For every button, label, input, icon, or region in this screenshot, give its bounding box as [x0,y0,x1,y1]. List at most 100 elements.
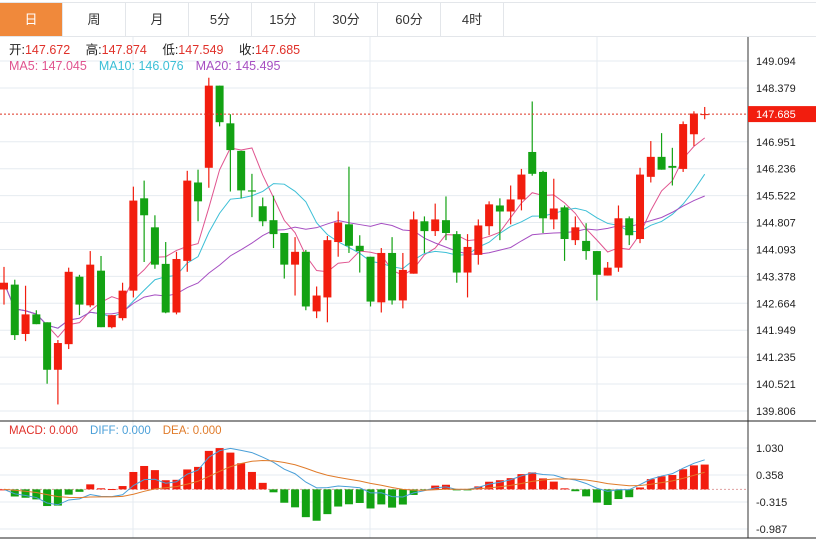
candle [204,77,213,188]
candle [86,251,95,308]
candle-body [528,151,537,174]
current-price-badge [748,106,816,123]
macd-tick-label: -0.987 [756,524,787,536]
candle-body [625,218,634,236]
candle-body [560,207,569,240]
candle-body [237,150,246,191]
tab-7[interactable]: 4时 [441,3,504,36]
candle-body [657,156,666,170]
candle [441,196,450,241]
candle-body [334,222,343,243]
macd-bar [258,482,267,490]
candle [603,262,612,276]
candle-body [441,220,450,233]
candle [528,101,537,176]
candle-body [291,251,300,265]
candle-body [355,245,364,252]
candle [398,252,407,309]
candle-body [517,174,526,200]
tab-4[interactable]: 15分 [252,3,315,36]
ma5-line [3,137,706,339]
macd-bar [614,489,623,500]
candle [679,121,688,172]
macd-bar [312,489,321,521]
candle-body [150,227,159,265]
candle [10,279,19,341]
candle [625,216,634,246]
candle [582,223,591,260]
macd-bar [43,489,52,507]
macd-bar [377,489,386,505]
candle [700,106,709,120]
candle-body [32,314,41,325]
candle-body [21,314,30,334]
candle [668,147,677,186]
macd-bar [571,489,580,492]
price-tick-label: 149.094 [756,56,796,68]
candle-body [495,205,504,212]
candle [549,178,558,230]
tab-2[interactable]: 月 [126,3,189,36]
macd-bar [97,488,106,490]
candle [646,141,655,183]
candle [539,170,547,233]
candle-body [344,224,353,246]
macd-bar [700,464,709,490]
macd-bar [355,489,364,503]
candle [140,180,149,263]
price-tick-label: 139.806 [756,406,796,418]
candle [409,211,418,274]
candle-body [226,123,235,151]
macd-bar [280,489,289,503]
macd-bar [172,479,181,490]
candle-body [247,190,256,192]
diff-line [3,447,705,506]
macd-bar [129,471,138,490]
macd-bar [334,489,343,507]
tab-3[interactable]: 5分 [189,3,252,36]
diff-legend: DIFF: 0.000 [90,425,151,437]
candle [517,168,526,211]
candle-body [420,221,429,232]
candle [226,114,235,192]
close-value: 147.685 [254,43,301,57]
candle-body [431,219,440,232]
candle-body [668,165,677,168]
candle-body [97,270,106,328]
tab-5[interactable]: 30分 [315,3,378,36]
candle-body [204,85,213,168]
tab-0[interactable]: 日 [0,3,63,36]
candle-body [64,271,73,345]
candle [592,251,601,301]
candle [431,203,440,236]
candle [269,195,278,249]
candle-body [636,174,645,240]
candle [506,185,515,225]
candle [0,266,8,305]
tab-6[interactable]: 60分 [378,3,441,36]
candle [161,242,170,314]
macd-bar [582,489,591,497]
candle [420,216,429,253]
open-value: 147.672 [24,43,71,57]
macd-bar [161,480,170,490]
candle [150,215,159,269]
candle [495,198,504,241]
candle-body [140,198,149,216]
macd-bar [388,489,397,508]
tab-1[interactable]: 周 [63,3,126,36]
price-tick-label: 142.664 [756,298,796,310]
candle [355,235,364,273]
price-tick-label: 148.379 [756,83,796,95]
candle-body [485,204,494,227]
macd-bar [689,465,698,490]
macd-bar [183,469,192,490]
candle-body [161,263,170,313]
low-value: 147.549 [178,43,224,57]
candle [474,219,483,265]
candle-body [10,284,19,336]
price-tick-label: 144.093 [756,244,796,256]
candle-body [571,227,580,241]
